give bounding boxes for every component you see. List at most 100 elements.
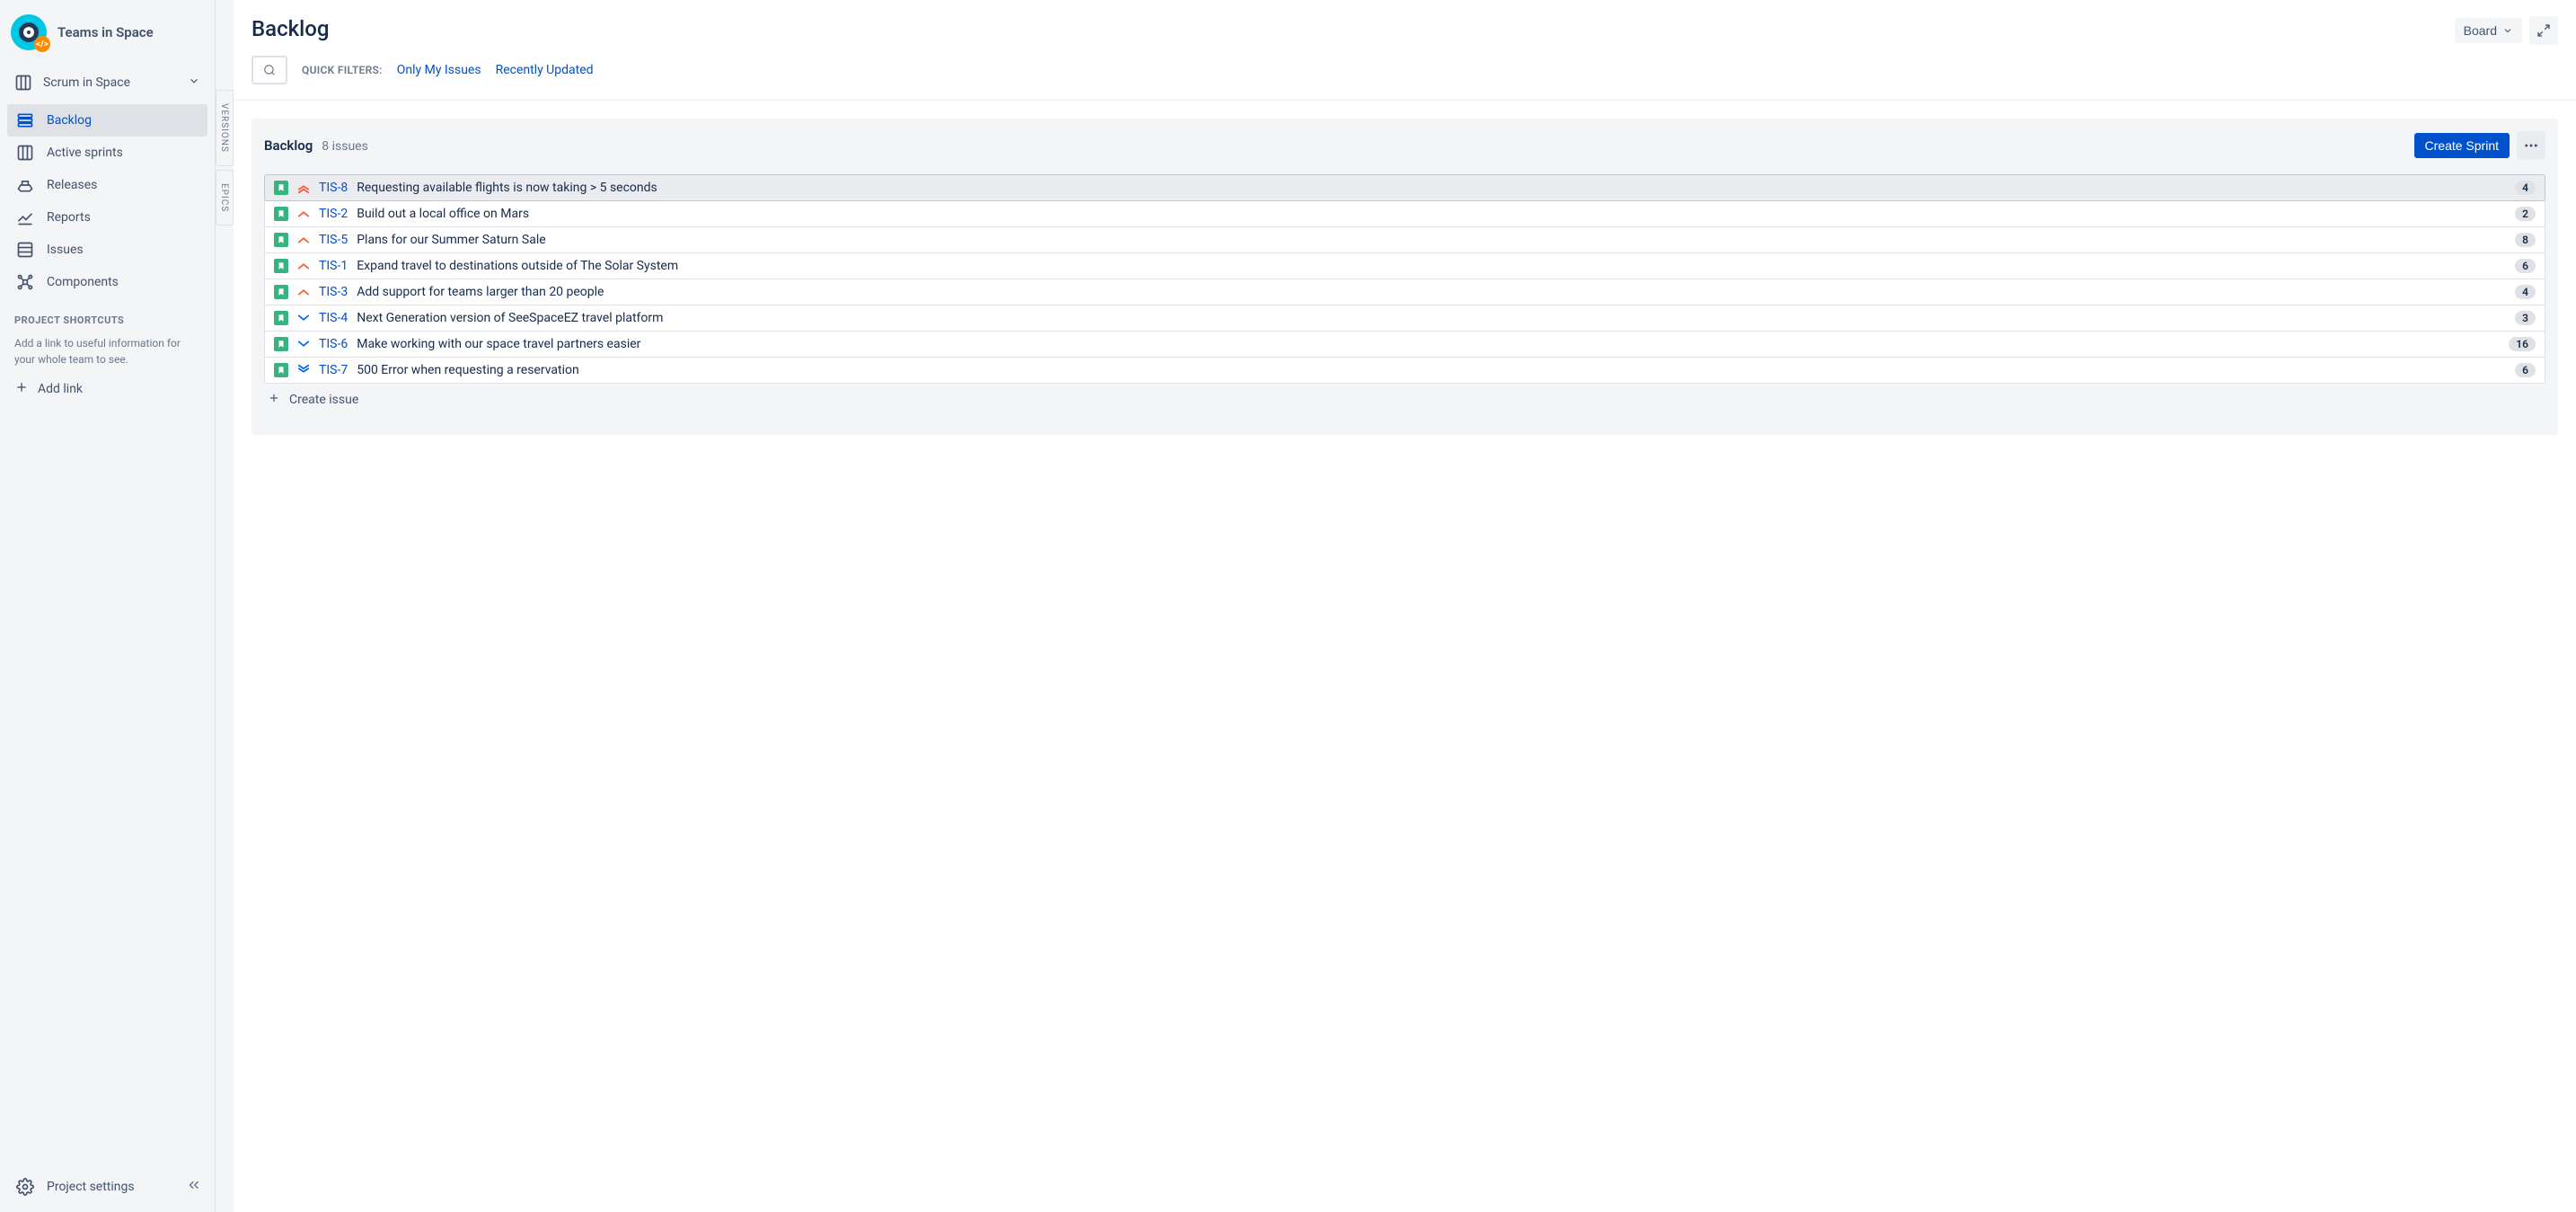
priority-highest-icon bbox=[297, 181, 310, 194]
issue-summary: Build out a local office on Mars bbox=[357, 207, 2506, 221]
chevron-down-icon bbox=[2502, 25, 2513, 36]
page-title: Backlog bbox=[251, 16, 329, 41]
filter-only-my-issues[interactable]: Only My Issues bbox=[397, 63, 481, 77]
vertical-tabs: VERSIONS EPICS bbox=[216, 0, 234, 1212]
collapse-sidebar-button[interactable] bbox=[181, 1172, 207, 1202]
issue-summary: Next Generation version of SeeSpaceEZ tr… bbox=[357, 311, 2506, 325]
nav-item-ship[interactable]: Releases bbox=[7, 169, 207, 201]
nav-section: Backlog Active sprints Releases Reports Issu… bbox=[0, 101, 215, 302]
story-icon bbox=[274, 181, 288, 195]
nav-item-graph[interactable]: Reports bbox=[7, 201, 207, 234]
issue-key[interactable]: TIS-1 bbox=[319, 259, 348, 273]
backlog-icon bbox=[16, 111, 34, 129]
issue-summary: Add support for teams larger than 20 peo… bbox=[357, 285, 2506, 299]
project-settings-button[interactable]: Project settings bbox=[7, 1171, 181, 1203]
add-link-button[interactable]: Add link bbox=[14, 380, 200, 398]
board-view-label: Board bbox=[2464, 23, 2497, 38]
priority-low-icon bbox=[297, 312, 310, 324]
estimate-badge: 4 bbox=[2515, 181, 2536, 195]
backlog-more-button[interactable] bbox=[2517, 131, 2545, 160]
issue-list: TIS-8 Requesting available flights is now… bbox=[264, 174, 2545, 383]
filter-bar: QUICK FILTERS: Only My Issues Recently U… bbox=[234, 45, 2576, 101]
create-sprint-button[interactable]: Create Sprint bbox=[2414, 133, 2510, 158]
add-link-label: Add link bbox=[38, 382, 83, 396]
issue-key[interactable]: TIS-2 bbox=[319, 207, 348, 221]
nav-item-label: Reports bbox=[47, 210, 91, 225]
nav-item-label: Issues bbox=[47, 243, 84, 257]
board-selector[interactable]: Scrum in Space bbox=[0, 65, 215, 101]
issue-key[interactable]: TIS-5 bbox=[319, 233, 348, 247]
plus-icon bbox=[268, 392, 280, 408]
priority-high-icon bbox=[297, 260, 310, 272]
project-header[interactable]: </> Teams in Space bbox=[0, 0, 215, 65]
ship-icon bbox=[16, 176, 34, 194]
issue-key[interactable]: TIS-6 bbox=[319, 337, 348, 351]
nav-item-label: Backlog bbox=[47, 113, 92, 128]
nav-item-backlog[interactable]: Backlog bbox=[7, 104, 207, 137]
plus-icon bbox=[14, 380, 29, 398]
quick-filters-label: QUICK FILTERS: bbox=[302, 64, 383, 76]
estimate-badge: 4 bbox=[2515, 285, 2536, 299]
backlog-title: Backlog bbox=[264, 137, 313, 154]
nav-item-list[interactable]: Issues bbox=[7, 234, 207, 266]
story-icon bbox=[274, 233, 288, 247]
versions-tab[interactable]: VERSIONS bbox=[216, 90, 234, 166]
story-icon bbox=[274, 259, 288, 273]
issue-key[interactable]: TIS-8 bbox=[319, 181, 348, 195]
issue-row[interactable]: TIS-8 Requesting available flights is now… bbox=[264, 174, 2545, 201]
issue-summary: 500 Error when requesting a reservation bbox=[357, 363, 2506, 377]
issue-summary: Expand travel to destinations outside of… bbox=[357, 259, 2506, 273]
project-avatar: </> bbox=[11, 14, 47, 50]
nav-item-label: Releases bbox=[47, 178, 97, 192]
story-icon bbox=[274, 337, 288, 351]
story-icon bbox=[274, 363, 288, 377]
issue-key[interactable]: TIS-4 bbox=[319, 311, 348, 325]
estimate-badge: 16 bbox=[2509, 337, 2536, 351]
issue-summary: Requesting available flights is now taki… bbox=[357, 181, 2506, 195]
search-icon bbox=[263, 64, 276, 76]
priority-low-icon bbox=[297, 338, 310, 350]
fullscreen-button[interactable] bbox=[2529, 16, 2558, 45]
issue-row[interactable]: TIS-3 Add support for teams larger than 2… bbox=[264, 279, 2545, 305]
estimate-badge: 6 bbox=[2515, 259, 2536, 273]
issue-row[interactable]: TIS-7 500 Error when requesting a reserva… bbox=[264, 357, 2545, 384]
issue-row[interactable]: TIS-1 Expand travel to destinations outsi… bbox=[264, 252, 2545, 279]
expand-icon bbox=[2536, 23, 2551, 38]
priority-high-icon bbox=[297, 208, 310, 220]
nav-item-label: Active sprints bbox=[47, 146, 123, 160]
nav-item-component[interactable]: Components bbox=[7, 266, 207, 298]
project-name: Teams in Space bbox=[57, 24, 154, 40]
gear-icon bbox=[16, 1178, 34, 1196]
issue-row[interactable]: TIS-2 Build out a local office on Mars 2 bbox=[264, 200, 2545, 227]
shortcuts-section: PROJECT SHORTCUTS Add a link to useful i… bbox=[0, 302, 215, 405]
backlog-panel: Backlog 8 issues Create Sprint TIS-8 Requ… bbox=[251, 119, 2558, 435]
project-settings-label: Project settings bbox=[47, 1180, 135, 1194]
priority-high-icon bbox=[297, 234, 310, 246]
issue-key[interactable]: TIS-3 bbox=[319, 285, 348, 299]
estimate-badge: 8 bbox=[2515, 233, 2536, 247]
search-input[interactable] bbox=[251, 56, 287, 84]
board-view-button[interactable]: Board bbox=[2455, 18, 2522, 43]
issue-row[interactable]: TIS-6Make working with our space travel … bbox=[264, 331, 2545, 358]
list-icon bbox=[16, 241, 34, 259]
shortcuts-description: Add a link to useful information for you… bbox=[14, 335, 200, 367]
component-icon bbox=[16, 273, 34, 291]
nav-item-label: Components bbox=[47, 275, 119, 289]
issue-key[interactable]: TIS-7 bbox=[319, 363, 348, 377]
board-icon bbox=[14, 74, 32, 92]
estimate-badge: 2 bbox=[2515, 207, 2536, 221]
create-issue-button[interactable]: Create issue bbox=[264, 383, 2545, 408]
issue-row[interactable]: TIS-5Plans for our Summer Saturn Sale8 bbox=[264, 226, 2545, 253]
more-icon bbox=[2523, 137, 2539, 154]
shortcuts-header: PROJECT SHORTCUTS bbox=[14, 314, 200, 326]
epics-tab[interactable]: EPICS bbox=[216, 170, 234, 226]
story-icon bbox=[274, 207, 288, 221]
story-icon bbox=[274, 311, 288, 325]
filter-recently-updated[interactable]: Recently Updated bbox=[496, 63, 594, 77]
issue-count: 8 issues bbox=[322, 139, 368, 154]
graph-icon bbox=[16, 208, 34, 226]
nav-item-board[interactable]: Active sprints bbox=[7, 137, 207, 169]
estimate-badge: 6 bbox=[2515, 363, 2536, 377]
chevron-down-icon bbox=[188, 75, 200, 91]
issue-row[interactable]: TIS-4 Next Generation version of SeeSpace… bbox=[264, 305, 2545, 332]
